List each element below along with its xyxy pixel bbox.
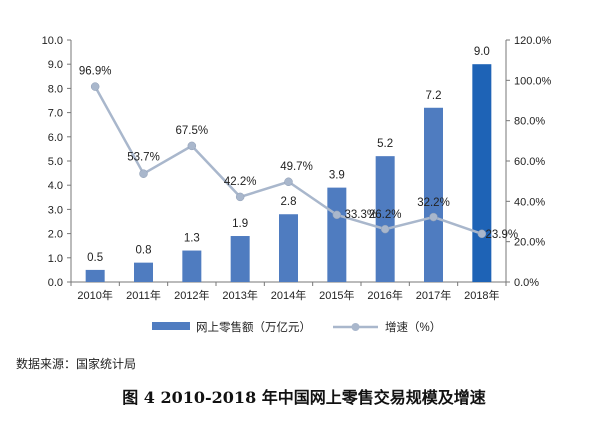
- bar-value-label: 7.2: [426, 90, 442, 102]
- x-tick-label: 2012年: [174, 288, 209, 302]
- left-tick-label: 0.0: [48, 277, 63, 289]
- chart: 0.0 1.0 2.0 3.0 4.0 5.0 6.0 7.0 8.0 9.0 10.0 0.0% 20…: [42, 35, 552, 334]
- bar: [375, 156, 395, 282]
- bar-value-label: 1.9: [232, 218, 248, 230]
- growth-point: [429, 212, 438, 222]
- x-tick-label: 2013年: [222, 288, 257, 302]
- right-tick-label: 80.0%: [514, 116, 545, 128]
- x-tick-label: 2014年: [271, 288, 306, 302]
- left-tick-label: 1.0: [48, 253, 63, 265]
- growth-point: [139, 169, 148, 178]
- right-tick-label: 20.0%: [514, 237, 545, 249]
- x-tick-label: 2016年: [367, 288, 402, 302]
- left-tick-label: 10.0: [42, 35, 63, 47]
- left-tick-label: 4.0: [48, 180, 63, 192]
- growth-point: [332, 210, 342, 220]
- right-tick-label: 100.0%: [514, 75, 552, 87]
- growth-point: [380, 224, 390, 234]
- left-tick-label: 6.0: [48, 132, 63, 144]
- growth-value-label: 33.3%: [345, 209, 378, 221]
- legend-bar-swatch: [152, 322, 190, 330]
- growth-value-label: 96.9%: [79, 66, 112, 78]
- growth-value-label: 32.2%: [417, 197, 450, 209]
- growth-value-label: 42.2%: [224, 176, 257, 188]
- bar: [327, 187, 347, 282]
- x-tick-label: 2018年: [464, 288, 499, 302]
- legend-line-marker: [351, 323, 360, 331]
- growth-point: [90, 82, 100, 91]
- bar-value-label: 0.8: [136, 245, 152, 257]
- right-tick-label: 40.0%: [514, 196, 545, 208]
- left-tick-label: 5.0: [48, 156, 63, 168]
- data-source-note: 数据来源：国家统计局: [16, 357, 137, 371]
- left-tick-label: 7.0: [48, 108, 63, 120]
- growth-value-label: 67.5%: [176, 125, 209, 137]
- left-tick-label: 8.0: [48, 83, 63, 95]
- right-tick-label: 60.0%: [514, 156, 545, 168]
- growth-value-label: 26.2%: [369, 209, 402, 221]
- bar: [230, 236, 250, 282]
- bar: [424, 107, 443, 282]
- x-tick-label: 2010年: [77, 288, 112, 302]
- bar: [85, 269, 105, 282]
- bar-value-label: 1.3: [184, 233, 200, 245]
- bar-value-label: 3.9: [329, 170, 345, 182]
- bar: [472, 64, 492, 282]
- x-tick-label: 2017年: [416, 288, 451, 302]
- bar-value-label: 5.2: [377, 138, 393, 150]
- bar: [182, 250, 202, 282]
- growth-value-label: 23.9%: [486, 229, 519, 241]
- left-tick-label: 3.0: [48, 204, 63, 216]
- bar-value-label: 0.5: [87, 252, 103, 264]
- legend-bar-label: 网上零售额（万亿元）: [196, 320, 311, 334]
- left-tick-label: 2.0: [48, 229, 63, 241]
- left-tick-label: 9.0: [48, 59, 63, 71]
- x-tick-label: 2015年: [319, 288, 354, 302]
- growth-value-label: 49.7%: [280, 161, 313, 173]
- legend-line-label: 增速（%）: [385, 320, 441, 334]
- growth-point: [284, 177, 293, 187]
- growth-point: [187, 141, 197, 151]
- growth-point: [477, 229, 487, 239]
- right-tick-label: 120.0%: [514, 35, 552, 47]
- bar-value-label: 2.8: [281, 196, 297, 208]
- x-tick-label: 2011年: [126, 288, 161, 302]
- growth-value-label: 53.7%: [127, 152, 160, 164]
- bar: [279, 214, 298, 282]
- bar-value-label: 9.0: [474, 46, 490, 58]
- bar: [134, 262, 153, 282]
- right-tick-label: 0.0%: [514, 277, 539, 289]
- growth-point: [235, 192, 245, 202]
- figure-caption: 图 4 2010-2018 年中国网上零售交易规模及增速: [122, 388, 486, 407]
